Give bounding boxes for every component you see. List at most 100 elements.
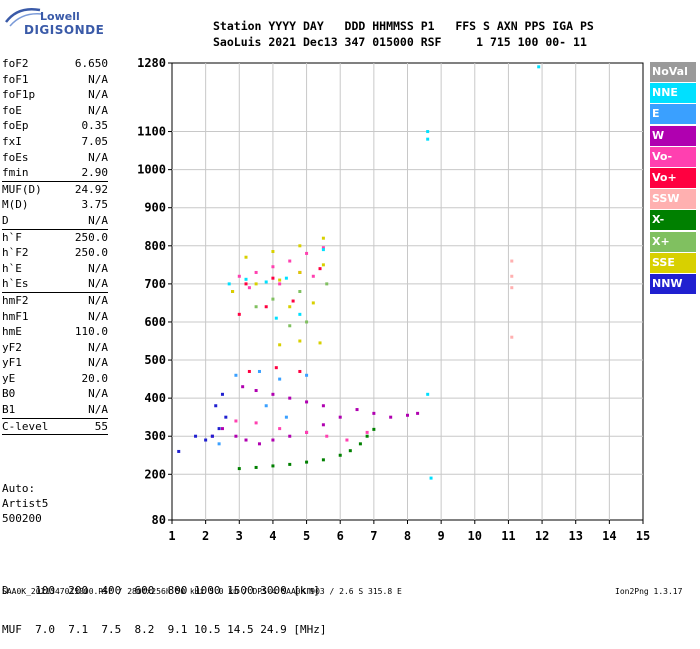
data-point <box>194 434 198 438</box>
legend-item: W <box>650 125 696 146</box>
data-point <box>271 250 275 254</box>
parameter-row: hmF1 N/A <box>2 309 108 325</box>
data-point <box>220 392 224 396</box>
parameter-value: 24.92 <box>74 182 108 196</box>
parameter-name: yF2 <box>2 340 22 354</box>
parameter-value: 6.650 <box>74 57 108 70</box>
data-point <box>254 270 258 274</box>
data-point <box>271 464 275 468</box>
data-point <box>244 255 248 259</box>
parameter-value: 3.75 <box>81 198 109 212</box>
data-point <box>298 339 302 343</box>
y-tick-label: 1000 <box>137 163 166 177</box>
parameter-name: h`F2 <box>2 246 29 260</box>
data-point <box>288 259 292 263</box>
y-tick-label: 1100 <box>137 125 166 139</box>
data-point <box>278 282 282 286</box>
data-point <box>510 335 514 339</box>
parameter-row: hmF2 N/A <box>2 293 108 309</box>
data-point <box>298 290 302 293</box>
autoscaling-line: 500200 <box>2 512 42 525</box>
x-tick-label: 12 <box>535 529 549 543</box>
parameter-name: foEs <box>2 150 29 164</box>
data-point <box>257 369 261 373</box>
data-point <box>274 366 278 370</box>
x-tick-label: 7 <box>370 529 377 543</box>
data-point <box>234 419 238 423</box>
data-point <box>257 442 261 446</box>
parameter-value: 250.0 <box>74 246 108 260</box>
y-tick-label: 1280 <box>137 56 166 70</box>
data-point <box>389 415 393 419</box>
data-point <box>291 299 295 303</box>
data-point <box>284 415 288 419</box>
parameter-name: fxI <box>2 134 22 148</box>
y-tick-label: 800 <box>144 239 166 253</box>
parameter-row: fmin 2.90 <box>2 165 108 181</box>
legend-item: E <box>650 104 696 125</box>
x-tick-label: 9 <box>438 529 445 543</box>
lowell-logo-icon <box>5 8 43 27</box>
data-point <box>355 408 359 412</box>
legend-item: X+ <box>650 231 696 252</box>
data-point <box>177 449 181 453</box>
parameter-separator <box>2 434 108 436</box>
parameter-row: foEp 0.35 <box>2 118 108 134</box>
data-point <box>321 246 325 250</box>
parameter-value: N/A <box>88 309 108 323</box>
data-point <box>234 434 238 438</box>
x-tick-label: 14 <box>602 529 616 543</box>
data-point <box>298 369 302 373</box>
x-tick-label: 8 <box>404 529 411 543</box>
y-tick-label: 200 <box>144 467 166 481</box>
parameter-separator <box>2 180 108 182</box>
parameter-name: h`F <box>2 230 22 244</box>
parameter-name: h`E <box>2 261 22 275</box>
parameter-value: N/A <box>88 261 108 275</box>
data-point <box>321 404 325 408</box>
data-point <box>241 385 245 389</box>
parameter-name: D <box>2 213 9 227</box>
parameter-row: foF2 6.650 <box>2 56 108 72</box>
parameter-row: h`F 250.0 <box>2 230 108 246</box>
data-point <box>278 377 282 381</box>
data-point <box>321 458 325 462</box>
parameter-value: N/A <box>88 213 108 227</box>
parameter-value: N/A <box>88 387 108 401</box>
parameter-row: B1 N/A <box>2 402 108 418</box>
logo-digisonde-text: DIGISONDE <box>24 23 105 37</box>
data-point <box>254 282 258 286</box>
parameter-separator <box>2 291 108 293</box>
data-point <box>234 373 238 377</box>
data-point <box>231 290 235 293</box>
parameter-row: B0 N/A <box>2 386 108 402</box>
data-point <box>247 286 251 290</box>
y-tick-label: 400 <box>144 391 166 405</box>
parameter-value: 20.0 <box>81 371 109 385</box>
data-point <box>305 460 309 464</box>
parameter-value: N/A <box>88 403 108 417</box>
parameter-value: N/A <box>88 88 108 102</box>
parameter-name: C-level <box>2 419 49 433</box>
parameter-name: hmE <box>2 325 22 339</box>
parameter-value: 110.0 <box>74 325 108 339</box>
data-point <box>254 389 258 393</box>
legend-item: NNE <box>650 83 696 104</box>
parameter-value: 7.05 <box>81 134 109 148</box>
legend-item: SSE <box>650 252 696 273</box>
x-tick-label: 4 <box>269 529 276 543</box>
parameter-value: N/A <box>88 72 108 86</box>
data-point <box>510 259 514 263</box>
parameter-name: foF1 <box>2 72 29 86</box>
data-point <box>298 312 302 316</box>
legend-item: Vo+ <box>650 167 696 188</box>
data-point <box>510 286 514 290</box>
legend-item: X- <box>650 210 696 231</box>
parameter-name: foF1p <box>2 88 36 102</box>
data-point <box>271 265 275 269</box>
header-line-2: SaoLuis 2021 Dec13 347 015000 RSF 1 715 … <box>213 35 587 49</box>
data-point <box>318 341 322 345</box>
legend-item: NNW <box>650 273 696 294</box>
parameter-name: M(D) <box>2 198 29 212</box>
parameter-row: fxI 7.05 <box>2 134 108 150</box>
